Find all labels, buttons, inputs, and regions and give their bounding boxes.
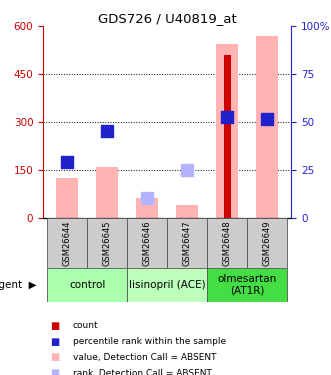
Point — [105, 128, 110, 135]
Point — [264, 116, 270, 122]
Text: percentile rank within the sample: percentile rank within the sample — [73, 337, 226, 346]
Text: ■: ■ — [50, 368, 59, 375]
Text: value, Detection Call = ABSENT: value, Detection Call = ABSENT — [73, 353, 216, 362]
Text: count: count — [73, 321, 98, 330]
Text: rank, Detection Call = ABSENT: rank, Detection Call = ABSENT — [73, 369, 212, 375]
Bar — [256, 36, 278, 218]
Text: GSM26648: GSM26648 — [223, 220, 232, 266]
Text: agent  ▶: agent ▶ — [0, 280, 36, 290]
Bar — [207, 217, 247, 268]
Text: ■: ■ — [50, 352, 59, 362]
Text: ■: ■ — [50, 321, 59, 331]
Bar — [56, 178, 78, 218]
Text: olmesartan
(AT1R): olmesartan (AT1R) — [217, 274, 277, 296]
Bar — [136, 198, 158, 217]
Bar — [127, 268, 207, 302]
Point — [224, 114, 230, 120]
Title: GDS726 / U40819_at: GDS726 / U40819_at — [98, 12, 237, 25]
Point — [184, 166, 190, 172]
Bar — [87, 217, 127, 268]
Bar — [216, 44, 238, 218]
Bar — [207, 268, 287, 302]
Bar — [47, 217, 87, 268]
Bar — [127, 217, 167, 268]
Bar — [47, 268, 127, 302]
Bar — [96, 166, 118, 218]
Text: lisinopril (ACE): lisinopril (ACE) — [129, 280, 206, 290]
Bar — [167, 217, 207, 268]
Text: GSM26647: GSM26647 — [183, 220, 192, 266]
Bar — [176, 206, 198, 218]
Text: control: control — [69, 280, 105, 290]
Point — [145, 195, 150, 201]
Text: GSM26645: GSM26645 — [103, 220, 112, 266]
Bar — [224, 55, 231, 217]
Text: GSM26646: GSM26646 — [143, 220, 152, 266]
Point — [65, 159, 70, 165]
Bar — [247, 217, 287, 268]
Text: GSM26649: GSM26649 — [263, 220, 272, 266]
Text: GSM26644: GSM26644 — [63, 220, 71, 266]
Text: ■: ■ — [50, 337, 59, 346]
